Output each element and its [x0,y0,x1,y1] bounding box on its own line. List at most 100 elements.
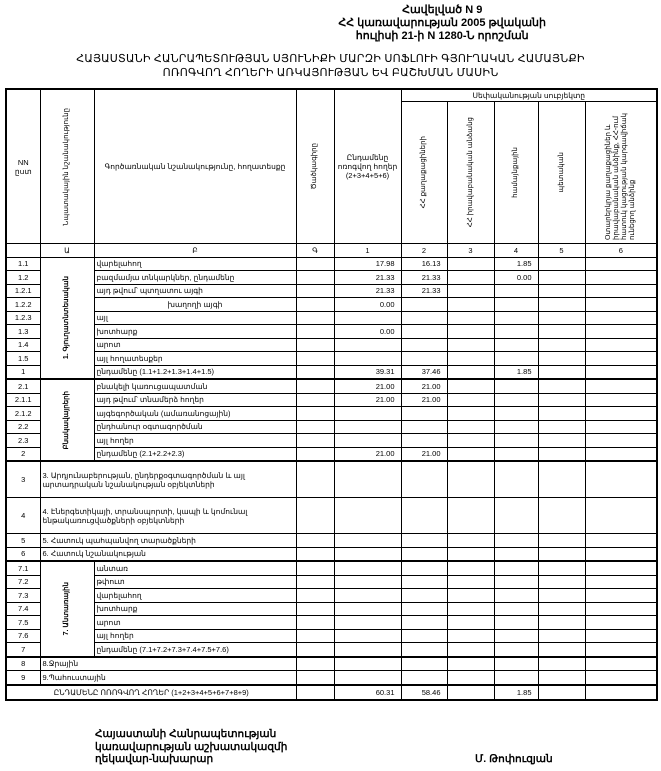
row-value: 39.31 [333,364,402,380]
table-row: 3 3. Արդյունաբերության, ընդերքօգտագործման… [5,460,658,498]
table-row: 7.4 խոտհարք [5,601,658,616]
row-value [446,642,495,657]
row-value [493,392,539,407]
title-line: ՈՌՈԳՎՈՂ ՀՈՂԵՐԻ ԱՌԿԱՅՈՒԹՅԱՆ ԵՎ ԲԱՇԽՄԱՆ ՄԱ… [162,67,499,79]
total-value [446,683,495,700]
row-number: 7.2 [5,574,41,589]
row-code [295,460,335,498]
row-value [333,533,402,548]
row-value [584,497,658,534]
row-value [400,433,448,448]
row-description: վարելահող [93,588,297,603]
row-value [400,546,448,562]
row-value: 21.00 [333,446,402,462]
row-number: 1.2 [5,270,41,285]
row-value [584,283,658,298]
row-value: 21.33 [400,270,448,285]
column-index [5,243,41,258]
row-value [537,364,586,380]
row-value [333,546,402,562]
row-value [584,433,658,448]
row-description: այլ հողատեսքեր [93,351,297,366]
row-number: 2.1.2 [5,406,41,421]
row-number: 7.4 [5,601,41,616]
row-description: ընդամենը (7.1+7.2+7.3+7.4+7.5+7.6) [93,642,297,657]
row-description: 3. Արդյունաբերության, ընդերքօգտագործման … [39,460,297,498]
header-total: Ընդամենը ոռոգվող հողեր (2+3+4+5+6) [333,88,402,244]
table-row: 1.4 արոտ [5,337,658,352]
row-code [295,392,335,407]
table-row: 1.2.1 այդ թվում՝ պտղատու այգի 21.33 21.33 [5,283,658,298]
row-code [295,283,335,298]
row-value [333,460,402,498]
row-value [333,351,402,366]
row-value [493,574,539,589]
row-value [584,670,658,685]
row-value [333,670,402,685]
row-value [446,497,495,534]
row-value [493,642,539,657]
row-value [493,406,539,421]
row-number: 1 [5,364,41,380]
row-code [295,533,335,548]
row-value [537,310,586,325]
row-value: 21.00 [400,378,448,394]
row-value: 21.00 [400,392,448,407]
row-value [584,256,658,271]
row-code [295,364,335,380]
row-value [493,446,539,462]
table-row: 6 6. Հատուկ նշանակության [5,546,658,562]
column-index: Բ [93,243,297,258]
table-row: 2 ընդամենը (2.1+2.2+2.3) 21.00 21.00 [5,446,658,462]
row-value [493,460,539,498]
row-number: 3 [5,460,41,498]
table-row: 2.2 ընդհանուր օգտագործման [5,419,658,434]
row-value [537,642,586,657]
row-value [584,310,658,325]
row-code [295,419,335,434]
header-description: Գործառնական նշանակությունը, հողատեսքը [93,88,297,244]
row-code [295,406,335,421]
row-value [584,642,658,657]
row-value [537,270,586,285]
row-description: ընդամենը (2.1+2.2+2.3) [93,446,297,462]
row-number: 7.3 [5,588,41,603]
row-description: արոտ [93,615,297,630]
header-foreign: Օտարերկրյա քաղաքացիներ և իրավաբանական ան… [584,101,658,244]
table-row: 7.1 7. Անտառային անտառ [5,560,658,657]
row-value [584,324,658,339]
row-value [446,601,495,616]
column-index: 4 [493,243,539,258]
row-value: 0.00 [493,270,539,285]
total-label: ԸՆԴԱՄԵՆԸ ՈՌՈԳՎՈՂ ՀՈՂԵՐ (1+2+3+4+5+6+7+8+… [5,683,297,700]
row-value [537,324,586,339]
row-value [446,270,495,285]
row-value [493,601,539,616]
annex-line: հուլիսի 21-ի N 1280-Ն որոշման [355,30,529,42]
row-description: խոտհարք [93,324,297,339]
row-value [333,642,402,657]
signatory-line: ղեկավար-նախարար [95,753,214,765]
row-code [295,588,335,603]
row-value [446,588,495,603]
row-value [537,670,586,685]
table-row: 7.2 թփուտ [5,574,658,589]
row-description: ընդհանուր օգտագործման [93,419,297,434]
row-code [295,546,335,562]
row-value [493,283,539,298]
row-value [584,351,658,366]
row-value [537,560,586,576]
row-number: 1.2.3 [5,310,41,325]
row-value: 21.33 [333,270,402,285]
row-value [333,337,402,352]
row-value: 16.13 [400,256,448,271]
row-value [537,337,586,352]
row-description: այլ հողեր [93,433,297,448]
row-value [446,351,495,366]
row-value: 37.46 [400,364,448,380]
signatory-line: Հայաստանի Հանրապետության [95,728,277,740]
row-value [400,670,448,685]
row-value [584,533,658,548]
row-value [400,310,448,325]
row-description: այլ հողեր [93,628,297,643]
